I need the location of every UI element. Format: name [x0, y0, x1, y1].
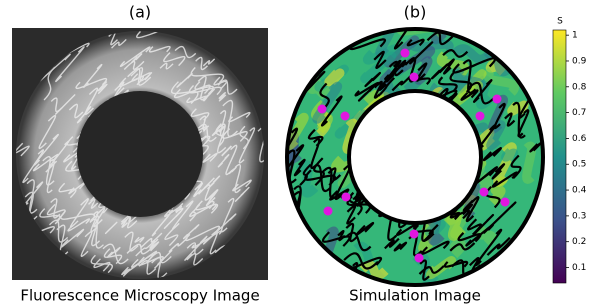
tick-label: 0.2 [572, 237, 586, 247]
panel-label: (b) [404, 3, 427, 22]
tick-label: 1 [572, 31, 578, 41]
streak [329, 73, 340, 82]
defect [410, 73, 419, 82]
defect [342, 193, 351, 202]
caption: Fluorescence Microscopy Image [20, 287, 259, 305]
figure: (a) (b) S Fluorescence Microscopy Image … [0, 0, 597, 307]
defect [493, 95, 502, 104]
defect [480, 188, 489, 197]
colorbar [553, 30, 566, 283]
panel-label: (a) [129, 3, 151, 22]
microscopy-hole [77, 91, 203, 217]
defect [318, 105, 327, 114]
tick-label: 0.7 [572, 108, 586, 118]
defect [410, 230, 419, 239]
defect [476, 112, 485, 121]
defect [341, 112, 350, 121]
tick-label: 0.8 [572, 82, 587, 92]
defect [324, 207, 333, 216]
caption: Simulation Image [349, 287, 481, 305]
colorbar-label: S [557, 17, 563, 27]
defect [501, 198, 510, 207]
tick-label: 0.1 [572, 263, 586, 273]
tick-label: 0.9 [572, 56, 587, 66]
inner-boundary [349, 91, 481, 223]
tick-label: 0.4 [572, 186, 587, 196]
tick-label: 0.5 [572, 160, 586, 170]
tick-label: 0.3 [572, 211, 586, 221]
defect [415, 254, 424, 263]
streak [506, 151, 514, 158]
defect [401, 49, 410, 58]
tick-label: 0.6 [572, 134, 587, 144]
